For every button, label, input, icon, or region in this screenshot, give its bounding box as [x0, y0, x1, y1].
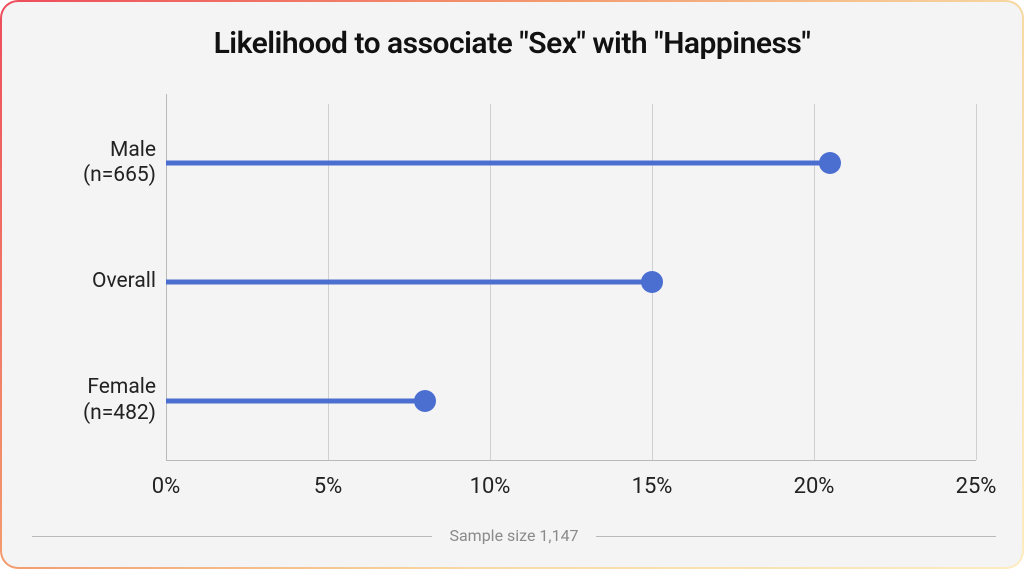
y-tick-label: Male(n=665)	[6, 138, 156, 188]
y-tick-label: Overall	[6, 269, 156, 294]
lollipop-dot	[641, 271, 663, 293]
x-tick-label: 5%	[314, 474, 342, 499]
grid-line	[814, 104, 815, 460]
lollipop-stick	[166, 280, 652, 285]
grid-line	[976, 104, 977, 460]
footer-rule-left	[32, 536, 432, 537]
x-tick-label: 20%	[794, 474, 835, 499]
y-tick-label-line2: (n=482)	[6, 401, 156, 426]
y-tick-label-line2: (n=665)	[6, 163, 156, 188]
chart-title: Likelihood to associate "Sex" with "Happ…	[2, 26, 1022, 61]
y-tick-label-line1: Overall	[6, 269, 156, 294]
plot-area: 0%5%10%15%20%25%Male(n=665)OverallFemale…	[166, 104, 976, 460]
y-axis	[166, 94, 167, 460]
lollipop-dot	[414, 390, 436, 412]
lollipop-stick	[166, 161, 830, 166]
chart-card: Likelihood to associate "Sex" with "Happ…	[0, 0, 1024, 569]
x-tick-label: 25%	[956, 474, 997, 499]
x-axis	[166, 460, 976, 461]
footer-rule-right	[596, 536, 996, 537]
x-tick-label: 0%	[152, 474, 180, 499]
y-tick-label-line1: Female	[6, 375, 156, 400]
lollipop-dot	[819, 152, 841, 174]
x-tick-label: 15%	[632, 474, 673, 499]
y-tick-label: Female(n=482)	[6, 375, 156, 425]
x-tick-label: 10%	[470, 474, 511, 499]
lollipop-stick	[166, 398, 425, 403]
footer-text: Sample size 1,147	[449, 526, 578, 545]
chart-inner: Likelihood to associate "Sex" with "Happ…	[2, 2, 1022, 567]
y-tick-label-line1: Male	[6, 138, 156, 163]
